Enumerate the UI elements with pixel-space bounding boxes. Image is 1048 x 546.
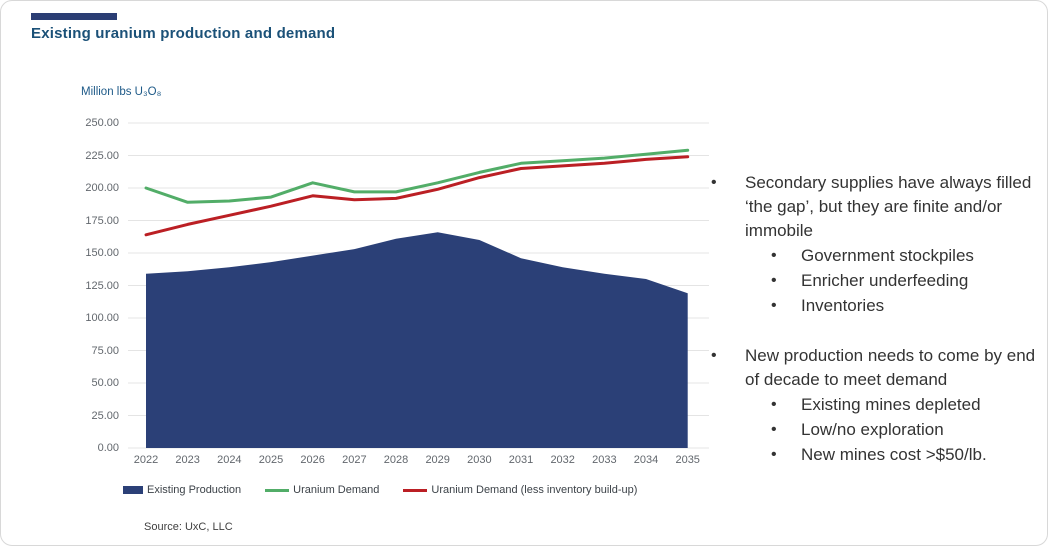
- sub-bullet-item: • New mines cost >$50/lb.: [771, 443, 1043, 467]
- y-tick-label: 125.00: [85, 279, 119, 292]
- sub-bullet-item: • Inventories: [771, 294, 1043, 318]
- note-block: • Secondary supplies have always filled ‘…: [711, 171, 1043, 318]
- y-tick-label: 150.00: [85, 247, 119, 259]
- source-note: Source: UxC, LLC: [144, 521, 233, 533]
- sub-bullet-marker: •: [771, 396, 777, 413]
- sub-bullet-text: Government stockpiles: [801, 246, 974, 265]
- x-tick-label: 2022: [133, 454, 159, 466]
- legend-label: Existing Production: [147, 484, 242, 496]
- legend-item: Uranium Demand (less inventory build-up): [403, 483, 637, 497]
- y-tick-label: 225.00: [85, 149, 119, 162]
- sub-bullet-text: New mines cost >$50/lb.: [801, 445, 987, 464]
- x-tick-label: 2028: [383, 454, 409, 466]
- legend-line-swatch: [265, 488, 290, 492]
- note-block: • New production needs to come by end of …: [711, 344, 1043, 467]
- x-tick-label: 2027: [342, 454, 367, 466]
- sub-bullet-text: Existing mines depleted: [801, 395, 981, 414]
- y-tick-label: 75.00: [91, 344, 119, 357]
- x-tick-label: 2026: [300, 454, 325, 466]
- y-tick-label: 200.00: [85, 182, 119, 194]
- sub-bullet-marker: •: [771, 272, 777, 289]
- x-tick-label: 2029: [425, 454, 450, 466]
- notes-panel: • Secondary supplies have always filled ‘…: [711, 171, 1043, 467]
- x-tick-label: 2023: [175, 454, 200, 466]
- x-tick-label: 2025: [258, 454, 284, 466]
- legend-line-swatch: [403, 488, 428, 492]
- x-tick-label: 2035: [675, 454, 700, 466]
- sub-bullet-text: Enricher underfeeding: [801, 271, 969, 290]
- legend-item: Existing Production: [123, 483, 241, 497]
- sub-bullet-text: Low/no exploration: [801, 420, 944, 439]
- sub-bullet-item: • Enricher underfeeding: [771, 269, 1043, 293]
- sub-bullet-text: Inventories: [801, 296, 885, 315]
- y-tick-label: 25.00: [91, 409, 119, 422]
- legend-item: Uranium Demand: [265, 483, 379, 497]
- bullet-marker: •: [711, 174, 717, 191]
- y-tick-label: 175.00: [85, 214, 119, 227]
- y-tick-label: 0.00: [97, 442, 119, 454]
- sub-bullet-list: • Government stockpiles • Enricher underfee…: [771, 244, 1043, 318]
- sub-bullet-marker: •: [771, 421, 777, 438]
- sub-bullet-marker: •: [771, 247, 777, 264]
- x-tick-label: 2031: [508, 454, 534, 466]
- y-tick-label: 100.00: [85, 312, 119, 324]
- x-tick-label: 2032: [550, 454, 575, 466]
- sub-bullet-marker: •: [771, 297, 777, 314]
- sub-bullet-list: • Existing mines depleted • Low/no explorat…: [771, 393, 1043, 467]
- y-axis-unit-label: Million lbs U₃O₈: [81, 86, 162, 98]
- x-tick-label: 2030: [467, 454, 492, 466]
- page-title: Existing uranium production and demand: [31, 25, 336, 42]
- line-series: [144, 155, 690, 237]
- line-series: [144, 148, 690, 204]
- legend-label: Uranium Demand (less inventory build-up): [431, 484, 638, 496]
- x-tick-label: 2033: [592, 454, 617, 466]
- sub-bullet-item: • Low/no exploration: [771, 418, 1043, 442]
- sub-bullet-item: • Government stockpiles: [771, 244, 1043, 268]
- legend-label: Uranium Demand: [293, 484, 380, 496]
- note-text: Secondary supplies have always filled ‘t…: [745, 173, 1032, 240]
- area-series-existing-production: [146, 232, 688, 448]
- chart-plot-area: [128, 122, 709, 449]
- chart-legend: Existing Production Uranium Demand Uranium…: [123, 482, 637, 498]
- x-tick-label: 2034: [633, 454, 659, 466]
- legend-area-swatch: [123, 486, 143, 494]
- x-tick-label: 2024: [217, 454, 242, 466]
- note-text: New production needs to come by end of d…: [745, 346, 1036, 389]
- bullet-marker: •: [711, 347, 717, 364]
- y-tick-label: 250.00: [85, 117, 119, 129]
- title-accent-bar: [31, 13, 117, 20]
- sub-bullet-marker: •: [771, 446, 777, 463]
- sub-bullet-item: • Existing mines depleted: [771, 393, 1043, 417]
- y-tick-label: 50.00: [91, 377, 119, 389]
